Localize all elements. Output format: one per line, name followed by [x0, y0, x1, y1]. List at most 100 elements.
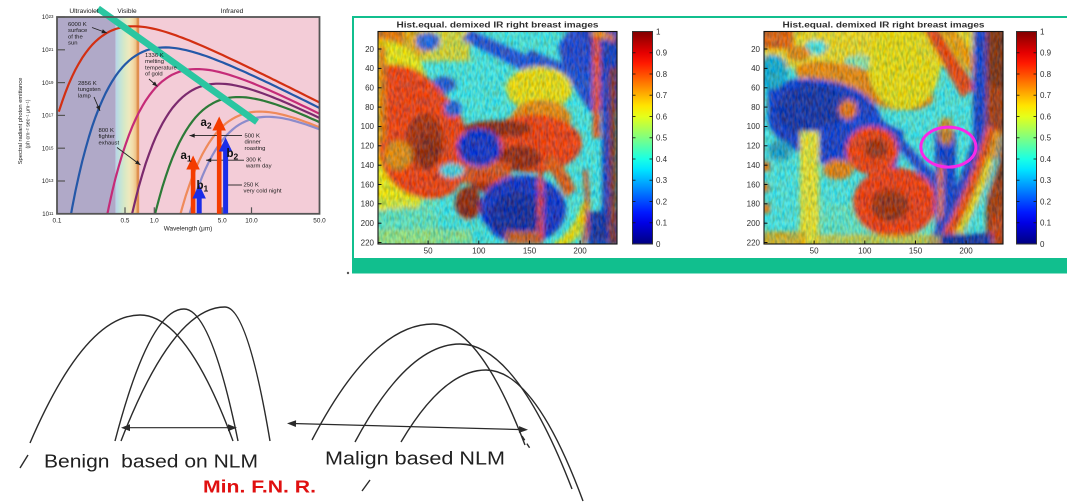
svg-text:1023: 1023	[42, 14, 54, 21]
svg-text:50: 50	[810, 247, 819, 256]
svg-text:160: 160	[747, 180, 761, 189]
svg-text:2856 K: 2856 K	[78, 81, 97, 87]
svg-text:of gold: of gold	[145, 72, 163, 78]
svg-text:180: 180	[747, 200, 761, 209]
svg-text:20: 20	[365, 45, 374, 54]
svg-text:Spectral radiant photon emitta: Spectral radiant photon emittance	[18, 78, 24, 165]
svg-text:1021: 1021	[42, 47, 54, 54]
svg-text:(ph cm−2 sec−1 μm−1): (ph cm−2 sec−1 μm−1)	[25, 99, 31, 148]
svg-text:6000 K: 6000 K	[68, 22, 87, 28]
svg-text:1011: 1011	[42, 211, 54, 218]
svg-text:10.0: 10.0	[245, 217, 258, 224]
svg-text:0.2: 0.2	[656, 197, 668, 206]
svg-text:0.6: 0.6	[656, 112, 668, 121]
svg-text:b1: b1	[197, 180, 209, 194]
svg-text:Hist.equal. demixed IR right b: Hist.equal. demixed IR right breast imag…	[783, 20, 985, 30]
svg-text:0.9: 0.9	[656, 49, 668, 58]
svg-text:0.2: 0.2	[1040, 197, 1052, 206]
svg-text:Visible: Visible	[117, 8, 137, 15]
svg-text:100: 100	[747, 122, 761, 131]
svg-text:500 K: 500 K	[245, 134, 260, 140]
svg-text:tungsten: tungsten	[78, 87, 101, 93]
svg-text:1: 1	[656, 27, 661, 36]
svg-text:1019: 1019	[42, 79, 54, 86]
svg-text:warm day: warm day	[245, 164, 272, 170]
svg-text:180: 180	[361, 200, 375, 209]
svg-text:1336 K: 1336 K	[145, 53, 164, 59]
svg-text:160: 160	[361, 180, 375, 189]
svg-text:20: 20	[751, 45, 760, 54]
svg-text:220: 220	[747, 238, 761, 247]
svg-text:1015: 1015	[42, 145, 54, 152]
svg-text:Wavelength (μm): Wavelength (μm)	[164, 226, 213, 233]
svg-text:of the: of the	[68, 34, 83, 40]
svg-text:800 K: 800 K	[99, 128, 114, 134]
svg-text:0.7: 0.7	[1040, 91, 1052, 100]
svg-text:0.3: 0.3	[1040, 176, 1052, 185]
svg-text:very cold night: very cold night	[244, 189, 282, 195]
svg-text:80: 80	[365, 103, 374, 112]
svg-text:150: 150	[523, 247, 537, 256]
svg-text:1.0: 1.0	[150, 217, 159, 224]
svg-text:1017: 1017	[42, 112, 54, 119]
svg-text:0.8: 0.8	[1040, 70, 1052, 79]
svg-text:0: 0	[1040, 240, 1045, 249]
svg-text:100: 100	[472, 247, 486, 256]
svg-text:50: 50	[424, 247, 433, 256]
svg-text:0.4: 0.4	[1040, 155, 1052, 164]
svg-text:200: 200	[747, 219, 761, 228]
svg-text:40: 40	[365, 64, 374, 73]
svg-text:150: 150	[909, 247, 923, 256]
svg-text:0: 0	[656, 240, 661, 249]
svg-text:40: 40	[751, 64, 760, 73]
svg-text:0.1: 0.1	[656, 219, 668, 228]
svg-text:1: 1	[1040, 27, 1045, 36]
svg-text:surface: surface	[68, 28, 88, 34]
svg-text:lamp: lamp	[78, 93, 91, 99]
svg-text:0.5: 0.5	[1040, 134, 1052, 143]
svg-text:0.3: 0.3	[656, 176, 668, 185]
svg-text:1013: 1013	[42, 178, 54, 185]
svg-text:Benign based on NLM: Benign based on NLM	[44, 452, 258, 472]
svg-text:200: 200	[361, 219, 375, 228]
svg-text:0.4: 0.4	[656, 155, 668, 164]
svg-text:Min. F.N. R.: Min. F.N. R.	[203, 477, 316, 497]
svg-text:a2: a2	[201, 117, 212, 131]
svg-text:100: 100	[361, 122, 375, 131]
svg-text:exhaust: exhaust	[99, 140, 120, 146]
svg-text:140: 140	[747, 161, 761, 170]
svg-text:0.9: 0.9	[1040, 49, 1052, 58]
svg-text:roasting: roasting	[245, 146, 266, 152]
svg-text:melting: melting	[145, 59, 164, 65]
svg-text:140: 140	[361, 161, 375, 170]
svg-text:Malign based NLM: Malign based NLM	[325, 449, 505, 469]
svg-text:200: 200	[959, 247, 973, 256]
svg-text:100: 100	[858, 247, 872, 256]
svg-text:0.8: 0.8	[656, 70, 668, 79]
svg-text:0.7: 0.7	[656, 91, 668, 100]
svg-text:200: 200	[573, 247, 587, 256]
svg-text:0.5: 0.5	[656, 134, 668, 143]
svg-text:60: 60	[365, 84, 374, 93]
svg-text:temperature: temperature	[145, 65, 177, 71]
svg-text:120: 120	[361, 142, 375, 151]
svg-text:220: 220	[361, 238, 375, 247]
svg-text:Infrared: Infrared	[221, 8, 244, 15]
svg-text:a1: a1	[181, 150, 192, 164]
svg-text:0.1: 0.1	[53, 217, 62, 224]
svg-text:5.0: 5.0	[218, 217, 227, 224]
svg-text:250 K: 250 K	[244, 183, 259, 189]
svg-text:0.6: 0.6	[1040, 112, 1052, 121]
svg-text:50.0: 50.0	[313, 217, 326, 224]
svg-text:fighter: fighter	[99, 134, 115, 140]
svg-text:0.1: 0.1	[1040, 219, 1052, 228]
svg-text:dinner: dinner	[245, 140, 261, 146]
svg-text:120: 120	[747, 142, 761, 151]
svg-text:0.5: 0.5	[121, 217, 130, 224]
svg-text:60: 60	[751, 84, 760, 93]
svg-text:Hist.equal. demixed IR right b: Hist.equal. demixed IR right breast imag…	[397, 20, 599, 30]
svg-text:sun: sun	[68, 41, 78, 47]
svg-text:b2: b2	[227, 148, 239, 162]
svg-text:300 K: 300 K	[246, 158, 261, 164]
svg-text:Ultraviolet: Ultraviolet	[69, 8, 98, 15]
